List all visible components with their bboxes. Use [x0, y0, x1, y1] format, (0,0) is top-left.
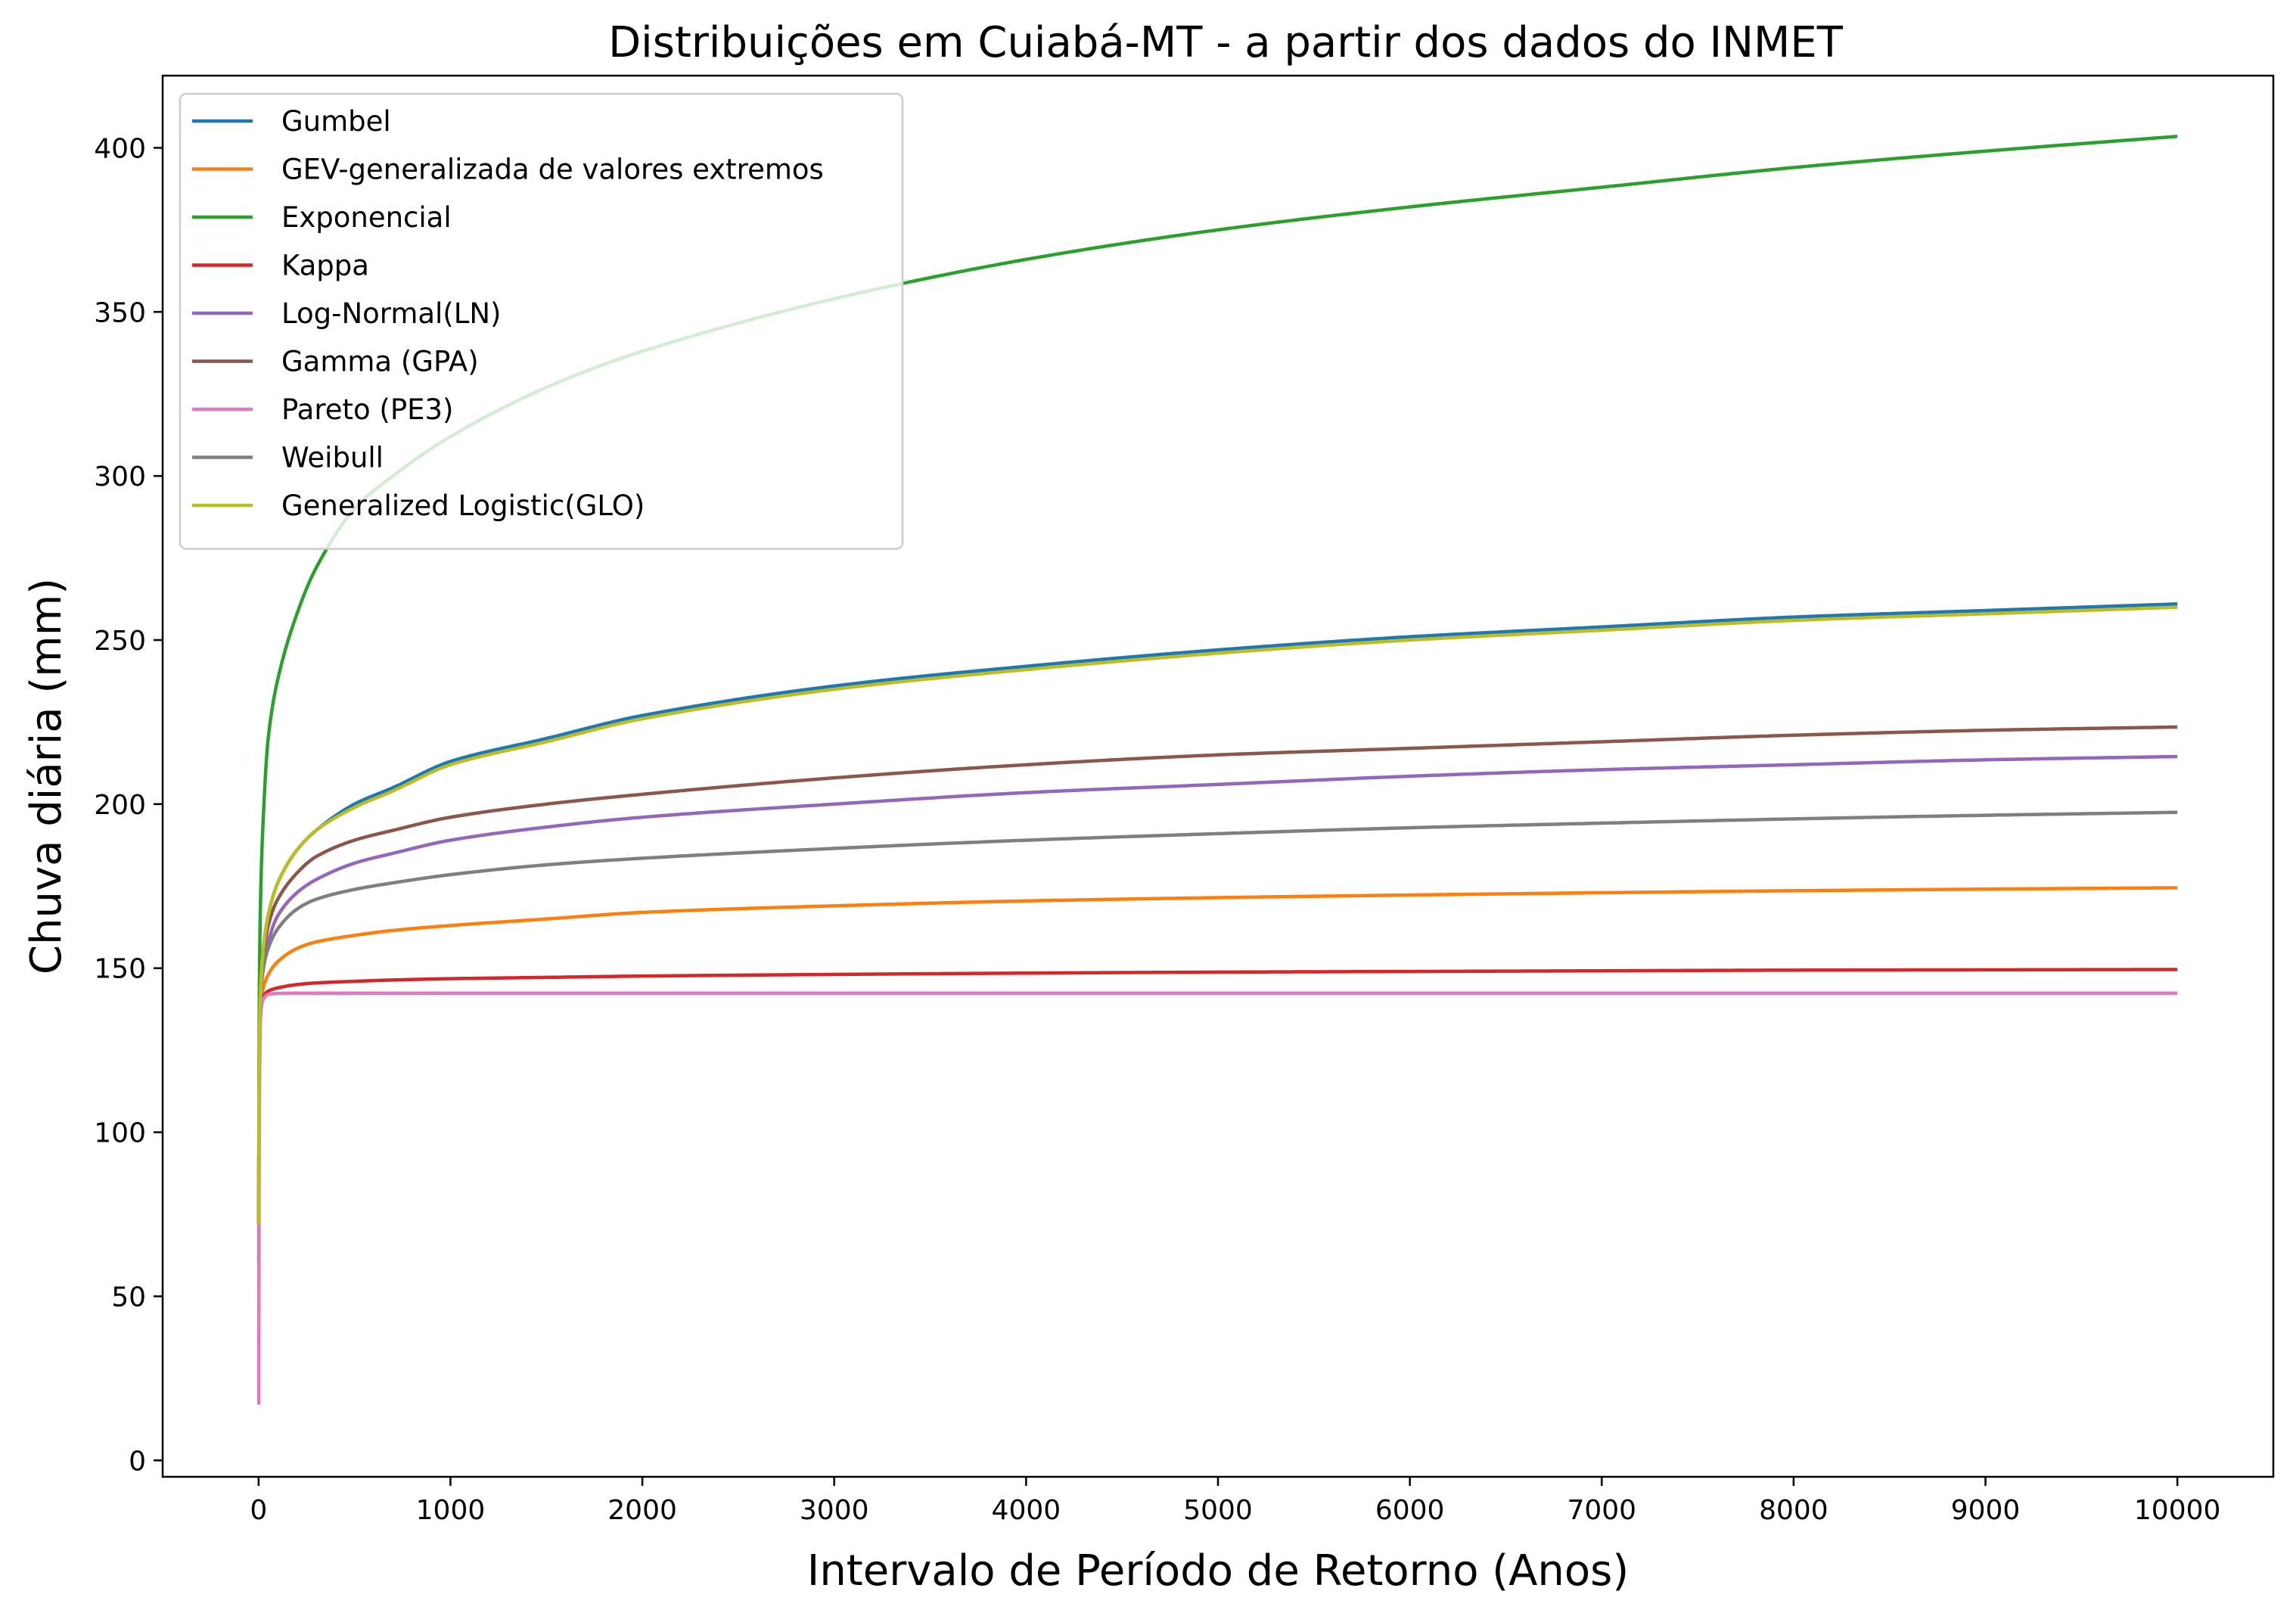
legend-entry: Weibull	[281, 442, 384, 474]
y-tick-label: 300	[94, 461, 146, 493]
y-tick-label: 400	[94, 133, 146, 164]
x-tick-label: 6000	[1375, 1495, 1445, 1526]
x-tick-label: 5000	[1183, 1495, 1253, 1526]
x-tick-label: 2000	[607, 1495, 677, 1526]
y-tick-label: 150	[94, 954, 146, 985]
x-tick-label: 1000	[416, 1495, 486, 1526]
legend-entry: Gumbel	[281, 105, 391, 138]
series-line	[256, 725, 2178, 1225]
legend-entry: Gamma (GPA)	[281, 346, 479, 378]
x-tick-label: 0	[250, 1495, 267, 1526]
legend-entry: Exponencial	[281, 201, 452, 234]
y-tick-label: 50	[111, 1282, 146, 1313]
y-tick-label: 100	[94, 1118, 146, 1149]
series-line	[256, 810, 2178, 1225]
legend-entry: Log-Normal(LN)	[281, 297, 501, 330]
x-tick-label: 3000	[800, 1495, 869, 1526]
y-tick-label: 0	[129, 1446, 146, 1477]
x-axis: 0 1000 2000 3000 4000 5000 6000 7000 8000 9000 100…	[250, 1477, 2220, 1526]
legend-entry: Generalized Logistic(GLO)	[281, 489, 645, 522]
y-tick-label: 250	[94, 626, 146, 657]
legend-box	[179, 92, 904, 550]
legend: Gumbel GEV-generalizada de valores extrem…	[179, 92, 904, 550]
y-axis: 0 50 100 150 200 250 300 350 400	[94, 133, 163, 1477]
chart-title: Distribuições em Cuiabá-MT - a partir do…	[608, 18, 1844, 67]
series-line	[256, 991, 2178, 1405]
x-tick-label: 7000	[1567, 1495, 1636, 1526]
legend-entry: GEV-generalizada de valores extremos	[281, 154, 824, 186]
x-tick-label: 8000	[1759, 1495, 1828, 1526]
series-line	[256, 968, 2178, 1225]
y-tick-label: 200	[94, 790, 146, 821]
series-line	[256, 605, 2178, 1225]
x-tick-label: 10000	[2134, 1495, 2221, 1526]
series-line	[256, 886, 2178, 1225]
series-line	[256, 754, 2178, 1225]
y-tick-label: 350	[94, 297, 146, 328]
x-tick-label: 9000	[1951, 1495, 2021, 1526]
x-axis-label: Intervalo de Período de Retorno (Anos)	[807, 1546, 1629, 1596]
y-axis-label: Chuva diária (mm)	[22, 578, 71, 974]
x-tick-label: 4000	[992, 1495, 1061, 1526]
legend-entry: Kappa	[281, 250, 369, 282]
legend-entry: Pareto (PE3)	[281, 393, 454, 426]
